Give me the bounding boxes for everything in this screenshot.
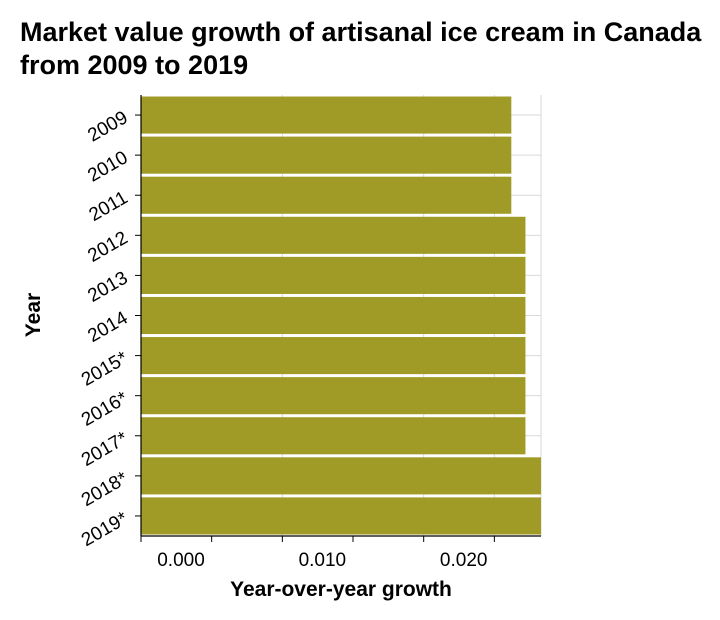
y-tick-label: 2018*: [78, 468, 132, 511]
y-tick-label: 2013: [84, 268, 131, 307]
bars: [141, 96, 541, 535]
y-tick-labels: 2009201020112012201320142015*2016*2017*2…: [78, 107, 132, 551]
y-tick-label: 2019*: [78, 508, 132, 551]
y-tick-label: 2015*: [78, 347, 132, 390]
bar-2012: [141, 216, 526, 254]
y-tick-label: 2011: [86, 187, 132, 226]
bar-2010: [141, 136, 512, 174]
y-tick-label: 2017*: [78, 428, 132, 471]
bar-2011: [141, 176, 512, 214]
y-tick-label: 2009: [84, 107, 131, 146]
chart-title: Market value growth of artisanal ice cre…: [20, 17, 702, 80]
x-axis-label: Year-over-year growth: [230, 578, 452, 601]
axes: [135, 95, 541, 542]
y-tick-label: 2012: [84, 227, 131, 266]
bar-2015-proj: [141, 337, 526, 375]
x-tick-label: 0.020: [440, 550, 488, 571]
x-tick-label: 0.000: [157, 550, 205, 571]
bar-2019-proj: [141, 497, 541, 535]
y-tick-label: 2014: [84, 307, 131, 347]
x-tick-labels: 0.000 0.010 0.020: [157, 550, 487, 571]
y-axis-label: Year: [22, 293, 45, 337]
x-tick-label: 0.010: [299, 550, 347, 571]
bar-2009: [141, 96, 512, 134]
y-tick-label: 2010: [84, 147, 131, 186]
bar-2017-proj: [141, 417, 526, 455]
bar-2014: [141, 296, 526, 335]
bar-2013: [141, 256, 526, 294]
bar-2018-proj: [141, 457, 541, 495]
y-tick-label: 2016*: [78, 388, 132, 431]
bar-2016-proj: [141, 377, 526, 415]
